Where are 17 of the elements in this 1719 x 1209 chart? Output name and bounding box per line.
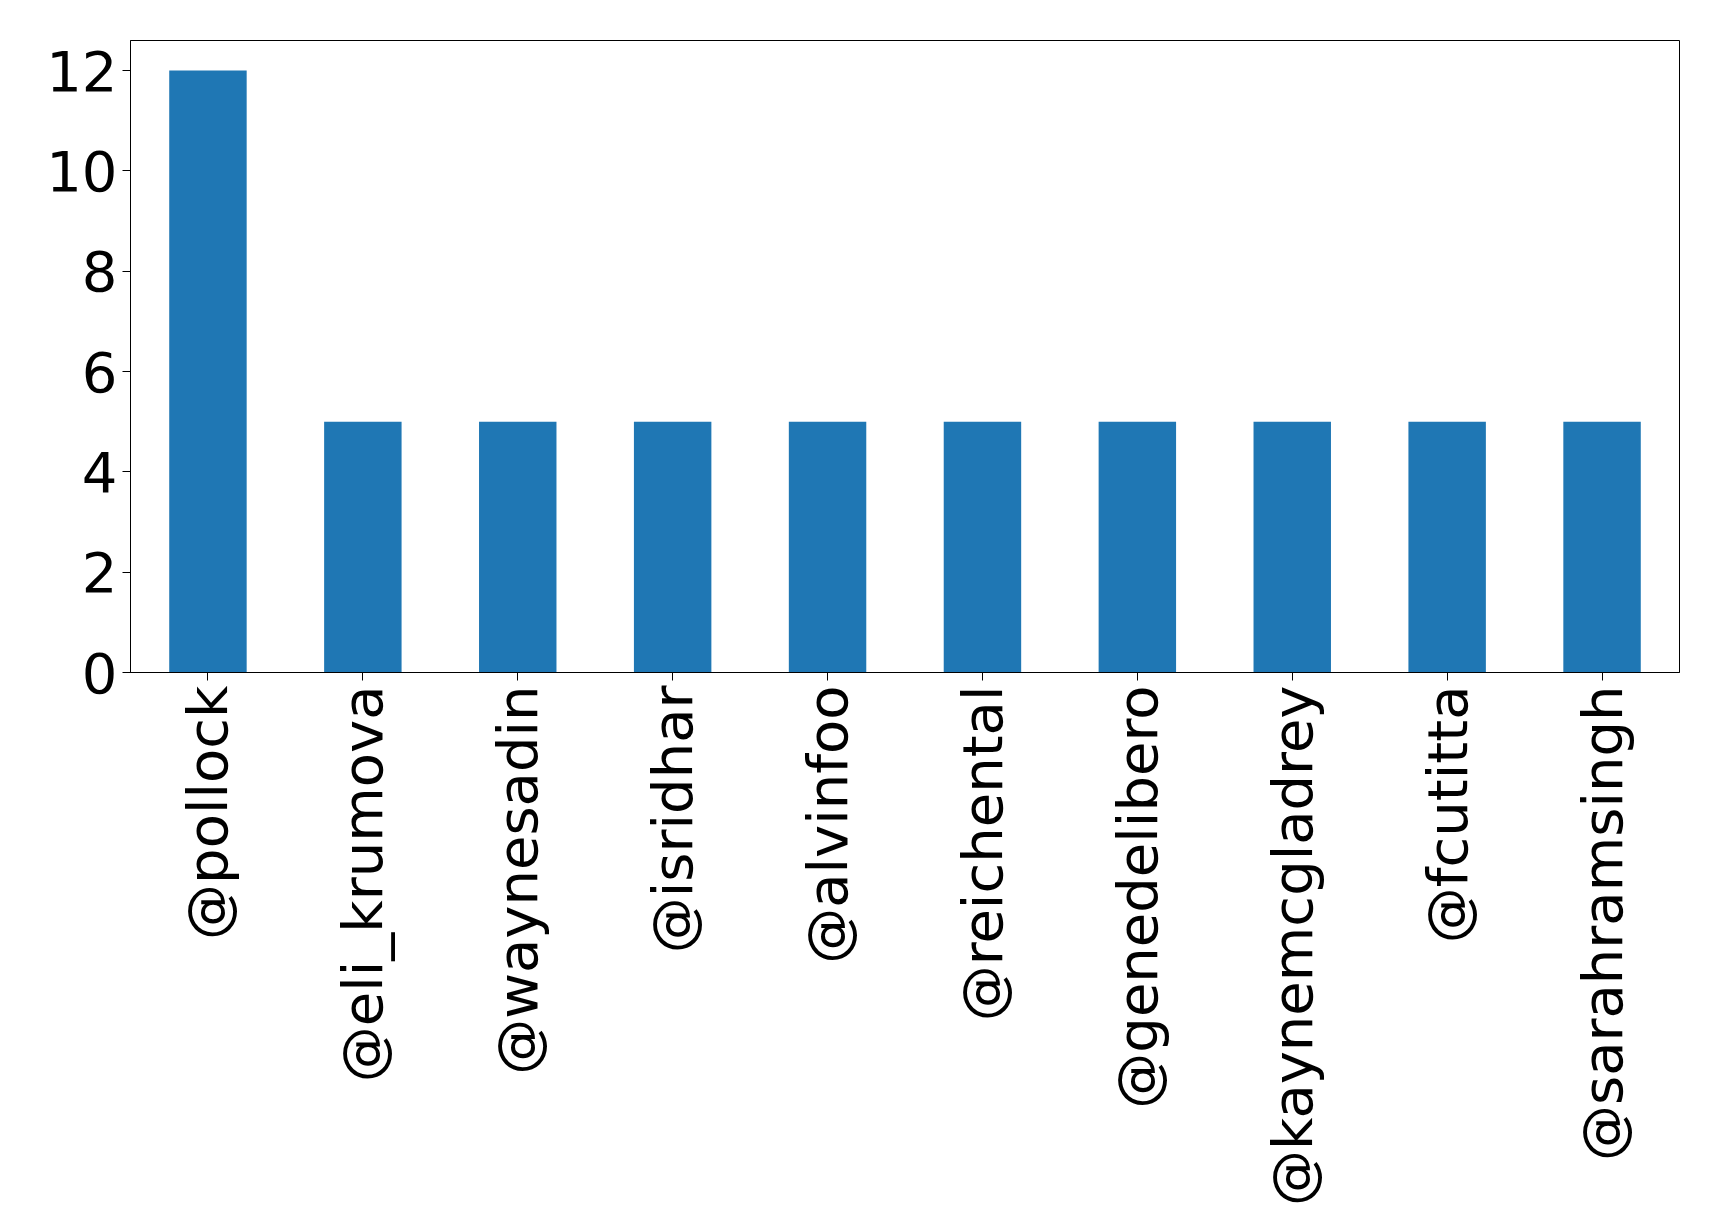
x-tick-label: @sarahramsingh [1569, 685, 1635, 1161]
x-tick-label: @kaynemcgladrey [1259, 685, 1325, 1207]
x-tick-label: @fcutitta [1414, 685, 1480, 944]
x-tick-label: @alvinfoo [795, 685, 861, 964]
y-tick-label: 0 [81, 640, 118, 706]
x-tick-label: @reichental [949, 685, 1015, 1022]
y-tick-label: 10 [46, 138, 118, 204]
y-tick-label: 6 [81, 339, 118, 405]
x-tick-label: @pollock [175, 684, 241, 940]
x-tick-label: @waynesadin [485, 685, 551, 1075]
x-tick-label: @eli_krumova [330, 685, 396, 1083]
y-tick-label: 12 [46, 38, 118, 104]
x-tick-label: @genedelibero [1104, 685, 1170, 1109]
y-tick-label: 8 [81, 239, 118, 305]
x-tick-label: @isridhar [640, 684, 706, 954]
y-tick-label: 4 [81, 439, 118, 505]
y-tick-label: 2 [81, 540, 118, 606]
